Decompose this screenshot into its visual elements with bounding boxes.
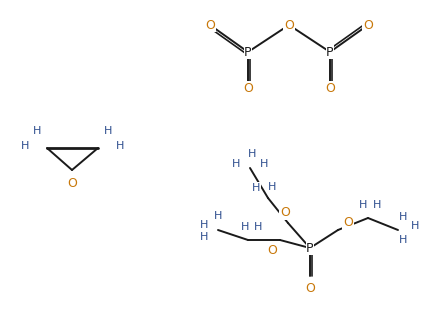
Text: O: O bbox=[324, 81, 334, 95]
Text: P: P bbox=[326, 46, 333, 58]
Text: O: O bbox=[267, 244, 276, 256]
Text: O: O bbox=[243, 81, 252, 95]
Text: H: H bbox=[33, 126, 41, 136]
Text: H: H bbox=[398, 212, 406, 222]
Text: P: P bbox=[244, 46, 251, 58]
Text: H: H bbox=[259, 159, 267, 169]
Text: H: H bbox=[213, 211, 222, 221]
Text: H: H bbox=[410, 221, 418, 231]
Text: O: O bbox=[304, 282, 314, 295]
Text: H: H bbox=[240, 222, 249, 232]
Text: H: H bbox=[251, 183, 260, 193]
Text: H: H bbox=[200, 232, 208, 242]
Text: H: H bbox=[253, 222, 261, 232]
Text: H: H bbox=[116, 141, 124, 151]
Text: H: H bbox=[104, 126, 112, 136]
Text: H: H bbox=[372, 200, 380, 210]
Text: O: O bbox=[205, 18, 215, 32]
Text: H: H bbox=[21, 141, 29, 151]
Text: H: H bbox=[200, 220, 208, 230]
Text: H: H bbox=[398, 235, 406, 245]
Text: P: P bbox=[306, 242, 313, 255]
Text: H: H bbox=[247, 149, 255, 159]
Text: O: O bbox=[67, 176, 77, 190]
Text: H: H bbox=[231, 159, 240, 169]
Text: H: H bbox=[358, 200, 366, 210]
Text: H: H bbox=[267, 182, 276, 192]
Text: O: O bbox=[342, 216, 352, 230]
Text: O: O bbox=[362, 18, 372, 32]
Text: O: O bbox=[280, 206, 289, 220]
Text: O: O bbox=[283, 18, 293, 32]
